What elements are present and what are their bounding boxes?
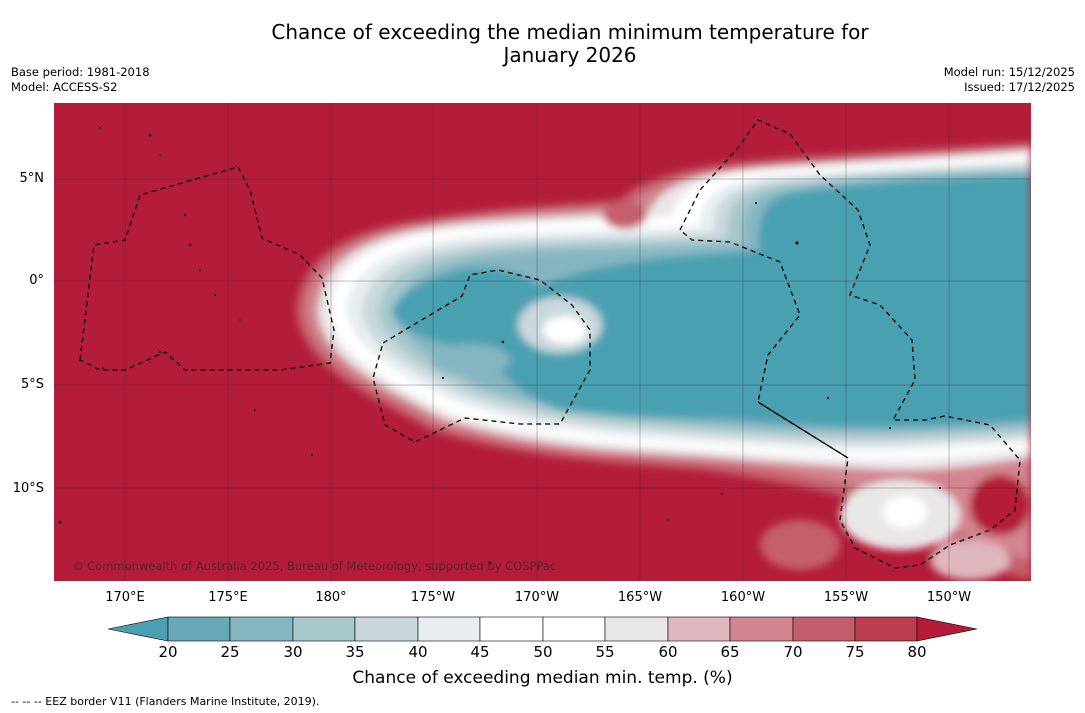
colorbar-tick-35: 35 (345, 643, 365, 661)
lon-label-175E: 175°E (208, 590, 248, 605)
island (488, 561, 492, 565)
colorbar-segment-20-25 (167, 616, 231, 642)
island (199, 269, 201, 271)
colorbar-segment-75-80 (854, 616, 918, 642)
colorbar-tick-75: 75 (845, 643, 865, 661)
base-period: Base period: 1981-2018 (11, 65, 150, 79)
colorbar-tick-45: 45 (470, 643, 490, 661)
colorbar-segment-25-30 (229, 616, 294, 642)
island (148, 133, 152, 137)
island (158, 350, 162, 354)
copyright-notice: © Commonwealth of Australia 2025, Bureau… (72, 559, 557, 573)
eez-legend-note: -- -- -- EEZ border V11 (Flanders Marine… (11, 695, 320, 708)
eez-borders (79, 119, 1021, 569)
colorbar-tick-20: 20 (158, 643, 178, 661)
islands (58, 127, 941, 565)
colorbar-tick-70: 70 (783, 643, 803, 661)
island (501, 340, 505, 344)
lat-label-5S: 5°S (20, 377, 44, 392)
colorbar-tick-80: 80 (907, 643, 927, 661)
colorbar-segment-55-60 (604, 616, 669, 642)
model-run: Model run: 15/12/2025 (943, 65, 1075, 79)
colorbar-segment-45-50 (479, 616, 544, 642)
lon-label-170W: 170°W (514, 590, 560, 605)
island (183, 213, 187, 217)
eez-kiribati-phoenix (372, 269, 591, 443)
lon-label-170E: 170°E (105, 590, 145, 605)
colorbar-tick-50: 50 (533, 643, 553, 661)
title-line-1: Chance of exceeding the median minimum t… (271, 20, 869, 44)
colorbar-segment-30-35 (292, 616, 356, 642)
colorbar-segment-35-40 (354, 616, 419, 642)
probability-field (54, 103, 1031, 581)
island (102, 367, 104, 369)
colorbar-segment-40-45 (417, 616, 481, 642)
colorbar-tick-40: 40 (408, 643, 428, 661)
map-title: Chance of exceeding the median minimum t… (0, 21, 1085, 67)
island (214, 294, 216, 296)
island (755, 202, 757, 204)
lon-label-180: 180° (315, 590, 347, 605)
colorbar-segment-50-55 (542, 616, 606, 642)
light-patch-3 (430, 344, 510, 376)
island (667, 519, 669, 521)
colorbar-segment-70-75 (792, 616, 856, 642)
island (721, 493, 723, 495)
se-patch-5 (760, 520, 840, 570)
band-below-20 (392, 176, 1031, 428)
colorbar-tick-65: 65 (720, 643, 740, 661)
island (939, 487, 941, 489)
island (58, 520, 62, 524)
light-patch-2 (543, 316, 587, 344)
island (311, 454, 313, 456)
island (99, 127, 101, 129)
lon-label-150W: 150°W (926, 590, 972, 605)
island (827, 397, 829, 399)
colorbar-segment-60-65 (667, 616, 731, 642)
eez-kiribati-line (679, 119, 1021, 569)
eez-kiribati-gilberts (79, 166, 335, 371)
lon-label-155W: 155°W (823, 590, 869, 605)
model-name: Model: ACCESS-S2 (11, 80, 118, 94)
lat-label-5N: 5°N (19, 171, 45, 186)
lon-label-165W: 165°W (617, 590, 663, 605)
meta-right: Model run: 15/12/2025 Issued: 17/12/2025 (944, 65, 1075, 95)
island (889, 427, 891, 429)
island (239, 319, 241, 321)
n-patch-1 (603, 201, 647, 229)
island (159, 154, 161, 156)
island (254, 409, 256, 411)
colorbar-label: Chance of exceeding median min. temp. (%… (352, 668, 733, 688)
colorbar-extend-low (107, 616, 169, 642)
gridlines (54, 103, 1031, 581)
island (795, 241, 799, 245)
eez-solid-segments (757, 401, 849, 459)
issued-date: Issued: 17/12/2025 (964, 80, 1075, 94)
colorbar-tick-60: 60 (658, 643, 678, 661)
se-patch-4 (930, 540, 1010, 580)
lon-label-160W: 160°W (720, 590, 766, 605)
colorbar-tick-55: 55 (595, 643, 615, 661)
colorbar-tick-30: 30 (283, 643, 303, 661)
lat-label-0: 0° (29, 273, 44, 288)
lat-label-10S: 10°S (12, 481, 44, 496)
se-patch-2 (883, 496, 927, 528)
lon-label-175W: 175°W (410, 590, 456, 605)
colorbar-tick-25: 25 (220, 643, 240, 661)
se-patch-3 (970, 475, 1030, 535)
eez-solid-1 (757, 401, 849, 459)
colorbar-segment-65-70 (729, 616, 794, 642)
island (188, 243, 192, 247)
title-line-2: January 2026 (503, 43, 637, 67)
meta-left: Base period: 1981-2018 Model: ACCESS-S2 (11, 65, 150, 95)
colorbar-extend-high (916, 616, 978, 642)
island (442, 377, 444, 379)
colorbar (107, 616, 978, 642)
